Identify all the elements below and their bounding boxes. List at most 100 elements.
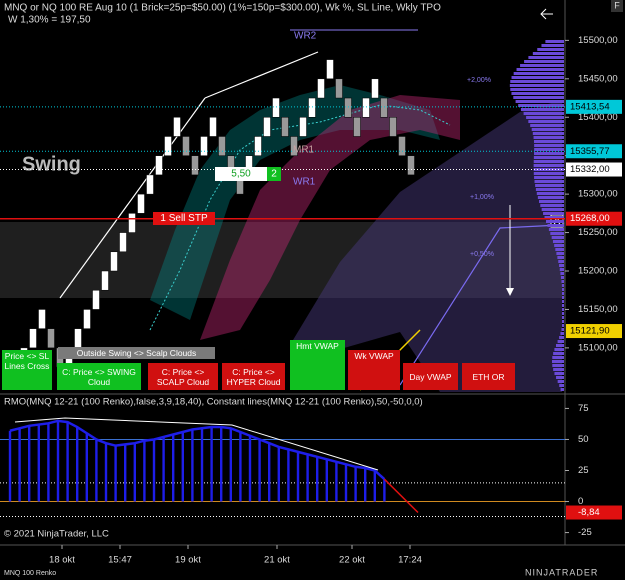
renko-brick — [389, 117, 397, 137]
volume-profile — [534, 148, 564, 151]
rmo-bar — [316, 456, 319, 502]
y-tick-label: 15300,00 — [578, 189, 618, 200]
renko-brick — [380, 97, 388, 118]
volume-profile — [532, 132, 564, 135]
volume-profile — [562, 292, 564, 295]
rmo-bar — [258, 439, 261, 502]
y-tick-label: 15150,00 — [578, 304, 618, 315]
indicator-button[interactable]: C: Price <> HYPER Cloud — [222, 363, 285, 390]
rmo-bar — [85, 433, 88, 502]
volume-profile — [551, 360, 564, 363]
volume-profile — [562, 304, 564, 307]
renko-brick — [362, 97, 370, 118]
renko-brick — [92, 289, 100, 310]
indicator-button[interactable]: ETH OR — [462, 363, 515, 390]
volume-profile — [561, 284, 564, 287]
price-tag-label: 15332,00 — [570, 164, 610, 175]
volume-profile — [562, 308, 564, 311]
x-tick-label: 19 okt — [175, 555, 201, 566]
rmo-bar — [248, 435, 252, 502]
volume-profile — [557, 256, 564, 259]
annotation: WR1 — [293, 177, 316, 188]
annotation: +2,00% — [467, 77, 491, 84]
volume-profile — [510, 88, 564, 91]
y-tick-label: 0 — [578, 496, 583, 507]
renko-brick — [254, 136, 262, 156]
y-tick-label: 15250,00 — [578, 227, 618, 238]
y-tick-label: 15200,00 — [578, 266, 618, 277]
chart-title: MNQ or NQ 100 RE Aug 10 (1 Brick=25p=$50… — [4, 3, 441, 14]
volume-profile — [547, 224, 564, 227]
volume-profile — [537, 196, 564, 199]
volume-profile — [560, 272, 564, 275]
volume-profile — [537, 48, 564, 51]
rmo-bar — [18, 428, 21, 502]
volume-profile — [553, 368, 564, 371]
rmo-bar — [124, 444, 127, 502]
renko-brick — [272, 97, 280, 118]
volume-profile — [520, 64, 564, 67]
renko-brick — [38, 309, 46, 329]
volume-profile — [540, 204, 564, 207]
rmo-bar — [325, 459, 328, 502]
x-tick-label: 17:24 — [398, 555, 422, 566]
chart-subtitle: W 1,30% = 197,50 — [8, 15, 91, 26]
x-tick-label: 21 okt — [264, 555, 290, 566]
rmo-bar — [133, 443, 136, 502]
position-count: 2 — [271, 169, 277, 180]
volume-profile — [560, 388, 564, 391]
renko-brick — [155, 155, 163, 176]
sl-line — [399, 224, 561, 386]
indicator-button[interactable]: Wk VWAP — [348, 350, 400, 390]
indicator-button[interactable]: C: Price <> SWING Cloud — [57, 363, 141, 390]
indicator-button[interactable]: Hmt VWAP — [290, 340, 345, 390]
renko-brick — [191, 155, 199, 176]
rmo-bar — [296, 451, 300, 502]
volume-profile — [533, 136, 564, 139]
y-tick-label: 25 — [578, 465, 589, 476]
rmo-bar — [306, 454, 309, 502]
volume-profile — [551, 236, 564, 239]
volume-profile — [557, 340, 564, 343]
renko-brick — [146, 174, 154, 195]
f-button[interactable] — [611, 0, 623, 12]
renko-brick — [281, 117, 289, 137]
rmo-bar — [364, 468, 367, 502]
trend-line — [14, 417, 379, 471]
renko-brick — [182, 136, 190, 156]
position-value: 5,50 — [231, 169, 251, 180]
renko-brick — [353, 117, 361, 137]
volume-profile — [528, 56, 564, 59]
price-tag — [566, 324, 622, 339]
indicator-button[interactable]: Outside Swing <> Scalp Clouds — [58, 347, 215, 359]
volume-profile — [533, 172, 564, 175]
scalp-cloud — [200, 95, 460, 340]
x-tick-label: 15:47 — [108, 555, 132, 566]
renko-brick — [218, 136, 226, 156]
f-button-label[interactable]: F — [614, 0, 620, 10]
volume-profile — [539, 200, 564, 203]
annotation: WR2 — [294, 31, 317, 42]
indicator-button[interactable]: C: Price <> SCALP Cloud — [148, 363, 218, 390]
volume-profile — [554, 244, 564, 247]
indicator-button[interactable]: Price <> SL Lines Cross — [2, 350, 52, 390]
back-arrow[interactable] — [540, 8, 553, 20]
renko-brick — [110, 251, 118, 272]
volume-profile — [524, 60, 564, 63]
renko-brick — [137, 193, 145, 214]
volume-profile — [520, 108, 564, 111]
renko-brick — [173, 117, 181, 137]
copyright: © 2021 NinjaTrader, LLC — [4, 529, 109, 540]
volume-profile — [513, 96, 564, 99]
indicator-button[interactable]: Day VWAP — [403, 363, 458, 390]
position-box — [215, 167, 267, 181]
volume-profile — [554, 372, 564, 375]
renko-brick — [101, 270, 109, 291]
annotation: +0,50% — [470, 251, 494, 258]
volume-profile — [559, 264, 564, 267]
order-label: 1 Sell STP — [160, 213, 208, 224]
arrow-head — [506, 288, 514, 296]
x-tick-label: 18 okt — [49, 555, 75, 566]
instrument: MNQ 100 Renko — [4, 570, 56, 577]
